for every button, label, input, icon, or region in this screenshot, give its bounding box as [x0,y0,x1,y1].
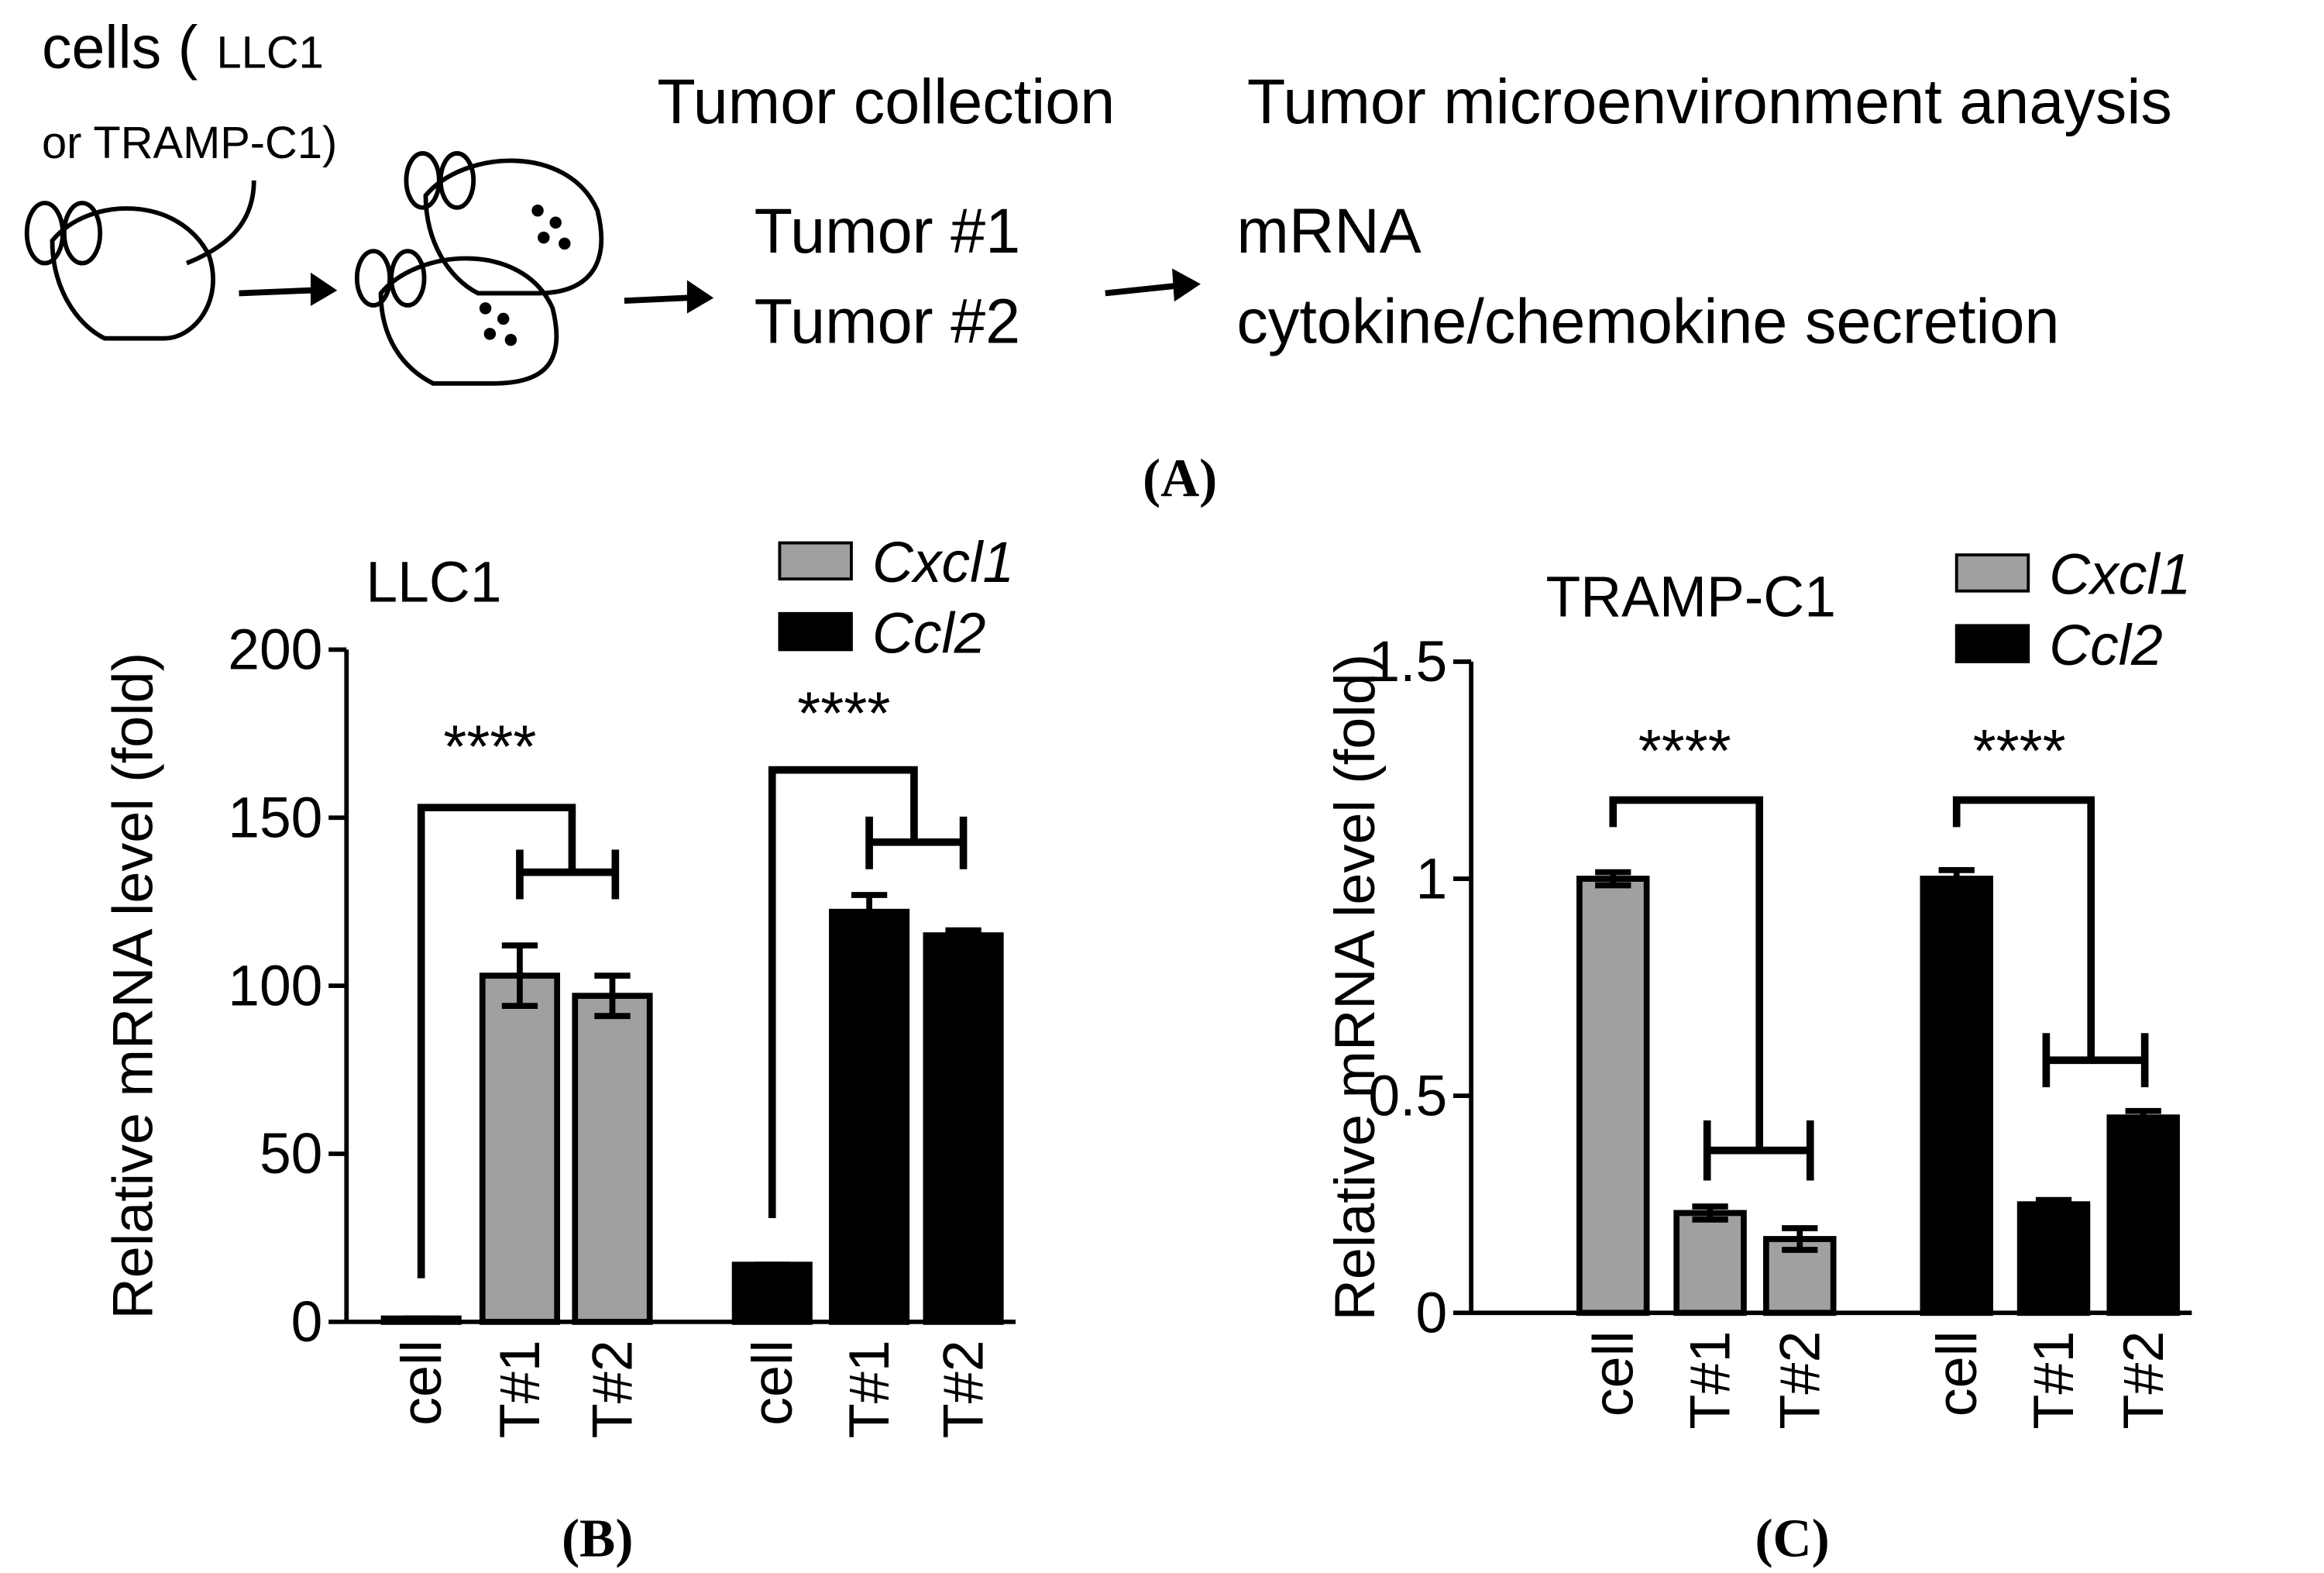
x-tick-label: T#1 [1678,1331,1742,1430]
step-title: Tumor microenvironment anaysis [1247,67,2172,137]
x-tick-label: cell [389,1340,453,1426]
error-bar [1692,1203,1728,1223]
y-axis-label: Relative mRNA level (fold) [101,652,165,1320]
chart-title: TRAMP-C1 [1546,564,1836,628]
panel-label: (C) [1755,1509,1829,1568]
bar [1920,876,1993,1317]
bar [1673,1210,1747,1317]
cells-label: or TRAMP-C1) [42,118,337,168]
error-bar [851,892,888,932]
x-tick-label: T#1 [487,1340,552,1438]
x-tick-label: cell [1924,1331,1989,1417]
bar [923,932,1004,1325]
error-bar [501,942,538,1010]
y-tick-label: 0.5 [1368,1063,1447,1127]
y-tick-label: 50 [260,1121,322,1186]
panel-label: (B) [562,1509,634,1568]
panel-a: cells ( LLC1 or TRAMP-C1) Tumor collecti… [24,14,2172,386]
error-bar [945,927,982,944]
error-bar [1782,1225,1818,1253]
error-bar [594,972,631,1020]
x-tick-label: cell [1581,1331,1645,1417]
step-title: Tumor collection [657,67,1115,137]
significance-bracket [1609,796,1814,1181]
mouse-icons [24,151,603,386]
y-tick-label: 1 [1415,846,1447,910]
error-bar [1595,869,1631,889]
x-tick-label: T#2 [580,1340,645,1438]
error-bar [2125,1107,2161,1127]
bar [572,993,653,1325]
y-tick-label: 0 [1415,1280,1447,1344]
x-tick-label: T#1 [2021,1331,2085,1430]
bar [2016,1201,2091,1317]
significance-bracket [417,804,620,1279]
error-bar [2035,1196,2072,1212]
y-tick-label: 200 [228,617,322,681]
panel-label: (A) [1143,449,1217,508]
error-bar [1938,866,1975,891]
cells-label: cells ( [42,14,198,81]
significance-label: **** [797,680,890,747]
y-tick-label: 100 [228,953,322,1017]
y-axis-label: Relative mRNA level (fold) [1322,654,1387,1321]
tumor: Tumor #1 [755,196,1020,267]
x-tick-label: T#2 [931,1340,995,1438]
x-tick-label: T#2 [1768,1331,1832,1430]
legend-swatch [1954,624,2030,663]
cells-label: LLC1 [217,27,324,77]
significance-label: **** [443,714,536,780]
bar [829,908,910,1325]
x-tick-label: T#2 [2111,1331,2175,1430]
chart-title: LLC1 [366,549,501,614]
legend-swatch [778,541,853,581]
y-tick-label: 1.5 [1368,629,1447,694]
tumor-dots [479,204,571,346]
legend-swatch [1954,553,2030,593]
legend-swatch [778,611,853,652]
analysis: cytokine/chemokine secretion [1236,286,2059,356]
significance-bracket [768,766,968,1218]
significance-label: **** [1973,718,2066,784]
significance-label: **** [1638,718,1731,784]
legend-label: Cxcl1 [872,530,1014,594]
legend-label: Cxcl1 [2049,542,2191,606]
analysis: mRNA [1236,196,1422,267]
bar [2106,1114,2180,1317]
tumor: Tumor #2 [755,286,1020,356]
legend-label: Ccl2 [2049,613,2163,677]
significance-bracket [1952,796,2149,1088]
x-tick-label: cell [740,1340,804,1426]
bar [1576,876,1650,1317]
arrows [239,268,1201,314]
legend-label: Ccl2 [872,601,986,665]
x-tick-label: T#1 [837,1340,901,1438]
bar [479,972,561,1325]
bar [731,1261,813,1325]
y-tick-label: 150 [228,785,322,849]
y-tick-label: 0 [291,1289,323,1354]
